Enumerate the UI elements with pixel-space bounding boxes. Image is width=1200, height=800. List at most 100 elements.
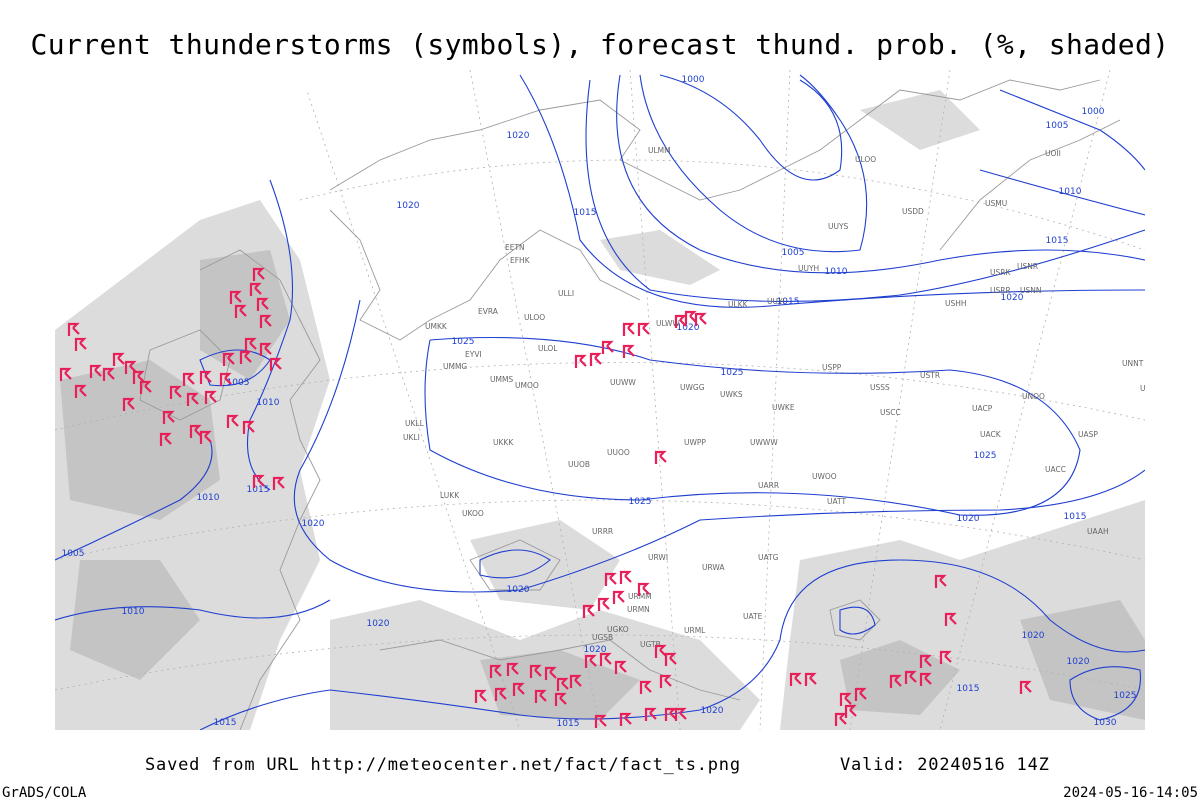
timestamp: 2024-05-16-14:05 [1063, 785, 1198, 800]
thunderstorm-symbol [904, 670, 917, 684]
thunderstorm-symbol [599, 652, 612, 666]
thunderstorm-symbol [259, 342, 272, 356]
station-label: UGSB [592, 633, 613, 642]
isobar-label: 1000 [682, 75, 705, 85]
thunderstorm-symbol [512, 682, 525, 696]
station-label: UNBB [1140, 384, 1161, 393]
station-label: UNNT [1122, 359, 1144, 368]
thunderstorm-symbol [102, 367, 115, 381]
thunderstorm-symbol [226, 414, 239, 428]
isobar-label: 1020 [677, 323, 700, 333]
thunderstorm-symbol [169, 190, 182, 204]
station-label: UUYI [767, 297, 785, 306]
station-label: UWOO [812, 472, 837, 481]
thunderstorm-symbol [252, 474, 265, 488]
thunderstorm-symbol [844, 704, 857, 718]
thunderstorm-symbol [204, 390, 217, 404]
thunderstorm-symbol [789, 672, 802, 686]
thunderstorm-symbol [122, 397, 135, 411]
thunderstorm-symbol [919, 654, 932, 668]
thunderstorm-symbol [139, 380, 152, 394]
station-label: USSS [870, 383, 890, 392]
station-label: ULOO [524, 313, 545, 322]
thunderstorm-symbol [619, 570, 632, 584]
isobar-label: 1020 [701, 706, 724, 716]
station-label: UUOO [607, 448, 630, 457]
station-label: UMKK [425, 322, 448, 331]
thunderstorm-symbol [489, 664, 502, 678]
graticule [55, 70, 1145, 730]
isobar-label: 1010 [197, 493, 220, 503]
station-label: UGTB [640, 640, 661, 649]
station-label: USCC [880, 408, 901, 417]
isobar-label: 1015 [214, 718, 237, 728]
thunderstorm-symbol [834, 712, 847, 726]
isobar-label: 1005 [782, 248, 805, 258]
station-label: ULOO [855, 155, 876, 164]
station-label: UATT [827, 497, 846, 506]
isobar-label: 1015 [557, 719, 580, 729]
valid-time: Valid: 20240516 14Z [840, 755, 1050, 775]
thunderstorm-symbol [74, 384, 87, 398]
station-label: UKKK [493, 438, 514, 447]
isobar-label: 1020 [507, 585, 530, 595]
thunderstorm-symbol [554, 692, 567, 706]
isobar-label: 1025 [721, 368, 744, 378]
coastlines [139, 79, 1121, 730]
thunderstorm-symbol [919, 672, 932, 686]
isobar-label: 1010 [257, 398, 280, 408]
station-label: EETN [505, 243, 525, 252]
isobar-label: 1025 [629, 497, 652, 507]
isobar-label: 1005 [227, 378, 250, 388]
thunderstorm-symbol [494, 687, 507, 701]
station-label: UWPP [684, 438, 706, 447]
thunderstorm-symbol [269, 357, 282, 371]
thunderstorm-symbol [199, 430, 212, 444]
isobar-label: 1015 [957, 684, 980, 694]
station-label: UKOO [462, 509, 484, 518]
isobar-label: 1005 [62, 549, 85, 559]
isobar-label: 1010 [122, 607, 145, 617]
station-label: USDD [902, 207, 924, 216]
station-label: EVRA [478, 307, 499, 316]
isobar-label: 1015 [574, 208, 597, 218]
isobar-label: 1020 [584, 645, 607, 655]
thunderstorm-symbol [534, 689, 547, 703]
station-label: UATE [743, 612, 763, 621]
station-label: USMU [985, 199, 1007, 208]
station-label: USPP [822, 363, 842, 372]
station-label: UUYH [798, 264, 819, 273]
thunderstorm-symbol [594, 714, 607, 728]
thunderstorm-symbol [622, 344, 635, 358]
thunderstorm-symbol [674, 707, 687, 721]
source-url: Saved from URL http://meteocenter.net/fa… [145, 755, 741, 775]
isobar-label: 1025 [974, 451, 997, 461]
station-label: URWI [648, 553, 668, 562]
station-label: EFHK [510, 256, 531, 265]
thunderstorm-symbol [654, 450, 667, 464]
station-label: URML [684, 626, 706, 635]
thunderstorm-symbol [239, 350, 252, 364]
isobar-label: 1015 [247, 485, 270, 495]
isobar-label: 1020 [1001, 293, 1024, 303]
station-label: UKLI [403, 433, 420, 442]
isobar-label: 1015 [1046, 236, 1069, 246]
thunderstorm-symbol [804, 672, 817, 686]
thunderstorm-symbol [244, 337, 257, 351]
thunderstorm-symbol [639, 680, 652, 694]
station-label: UARR [758, 481, 779, 490]
station-label: UACC [1045, 465, 1066, 474]
thunderstorm-symbol [169, 385, 182, 399]
thunderstorm-symbol [854, 687, 867, 701]
station-label: ULMM [648, 146, 671, 155]
station-label: UWKS [720, 390, 743, 399]
thunderstorm-symbol [664, 652, 677, 666]
station-label: USTR [920, 371, 940, 380]
station-label: USNN [1020, 286, 1041, 295]
thunderstorm-symbol [219, 372, 232, 386]
thunderstorm-symbol [612, 590, 625, 604]
thunderstorm-symbol [89, 364, 102, 378]
station-label: USRK [990, 268, 1011, 277]
